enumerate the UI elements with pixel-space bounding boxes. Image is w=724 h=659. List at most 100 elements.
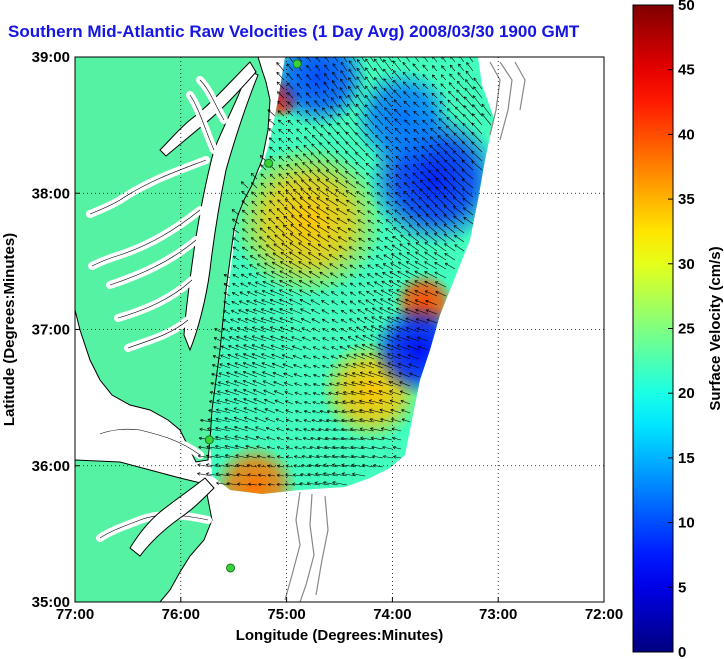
velocity-arrow-head [270,289,274,293]
velocity-arrow [284,382,294,387]
velocity-arrow-head [285,418,290,422]
velocity-arrow-head [331,309,335,313]
velocity-arrow-head [233,407,237,411]
velocity-arrow [403,100,411,108]
x-tick-label: 74:00 [373,606,411,623]
velocity-arrow [289,298,303,306]
velocity-arrow [403,110,411,117]
velocity-arrow [295,154,303,162]
velocity-arrow-head [293,464,297,468]
velocity-arrow-head [346,354,350,358]
velocity-arrow [307,215,321,225]
velocity-arrow-head [298,280,303,284]
velocity-arrow [311,143,321,153]
velocity-arrow-head [359,418,363,422]
velocity-arrow [303,419,312,423]
velocity-arrow-head [402,62,406,66]
velocity-arrow [358,237,366,243]
velocity-arrow-head [323,454,327,458]
velocity-arrow [427,178,438,189]
velocity-arrow-head [304,391,308,396]
velocity-arrow-head [392,436,396,441]
velocity-arrow [429,153,438,162]
velocity-arrow-head [220,354,224,358]
velocity-arrow-head [331,88,335,92]
velocity-arrow [340,70,348,81]
velocity-arrow-head [399,381,403,385]
velocity-arrow [422,128,429,135]
velocity-arrow-head [265,417,269,421]
velocity-arrow [383,97,393,108]
velocity-arrow [456,89,465,99]
velocity-arrow-head [301,454,305,459]
velocity-arrow [397,270,411,279]
velocity-arrow-head [415,318,420,322]
velocity-arrow-head [431,83,435,88]
velocity-arrow-head [349,318,353,322]
velocity-arrow [443,224,456,234]
velocity-arrow-head [403,199,407,203]
velocity-arrow [317,243,330,252]
velocity-arrow-head [422,64,426,68]
velocity-arrow-head [301,179,305,183]
velocity-arrow [321,374,330,378]
velocity-arrow-head [346,209,350,213]
velocity-arrow [417,337,429,342]
velocity-arrow [345,190,357,198]
velocity-arrow-head [420,171,424,175]
velocity-arrow [288,261,303,270]
velocity-arrow-head [315,73,319,78]
velocity-arrow-head [259,236,263,240]
velocity-arrow-head [443,223,448,228]
velocity-arrow [320,133,330,144]
velocity-arrow [264,262,276,270]
velocity-arrow-head [269,191,273,195]
velocity-arrow [335,179,348,189]
velocity-arrow-head [461,141,466,145]
velocity-arrow [422,64,429,72]
velocity-arrow-head [280,261,284,265]
velocity-arrow [279,289,294,297]
velocity-arrow [391,428,402,432]
velocity-arrow [218,372,231,378]
velocity-arrow-head [453,215,457,219]
velocity-arrow [393,99,402,108]
velocity-arrow [461,150,474,162]
velocity-arrow-head [429,144,433,149]
velocity-arrow [372,298,384,306]
velocity-arrow-head [278,137,282,142]
velocity-arrow [364,308,375,315]
velocity-arrow [271,354,285,360]
velocity-arrow [233,407,249,414]
velocity-arrow [257,254,267,261]
velocity-arrow-head [323,481,327,485]
velocity-arrow-head [422,119,426,124]
velocity-arrows [197,57,492,487]
velocity-arrow-head [296,110,300,114]
velocity-arrow [346,112,357,126]
velocity-arrow-head [312,337,316,341]
velocity-arrow-head [371,316,375,320]
velocity-arrow [374,96,384,108]
velocity-arrow [361,353,375,360]
velocity-arrow-head [321,115,325,120]
velocity-arrow [208,410,222,414]
velocity-arrow-head [287,110,291,115]
velocity-arrow-head [338,354,342,359]
velocity-arrow-head [340,327,344,332]
velocity-arrow [296,128,303,135]
velocity-arrow [303,355,312,360]
velocity-arrow [394,108,402,117]
velocity-arrow-head [356,326,360,330]
velocity-arrow-head [403,100,407,104]
colorbar-tick-label: 20 [678,385,695,402]
velocity-arrow-head [295,409,299,414]
velocity-arrow-head [251,182,255,186]
velocity-arrow-head [279,289,283,293]
velocity-arrow [236,464,249,468]
velocity-arrow [419,188,429,198]
velocity-arrow [379,409,393,414]
velocity-arrow-head [370,427,374,431]
velocity-arrow [393,227,402,234]
velocity-arrow-head [286,446,290,450]
